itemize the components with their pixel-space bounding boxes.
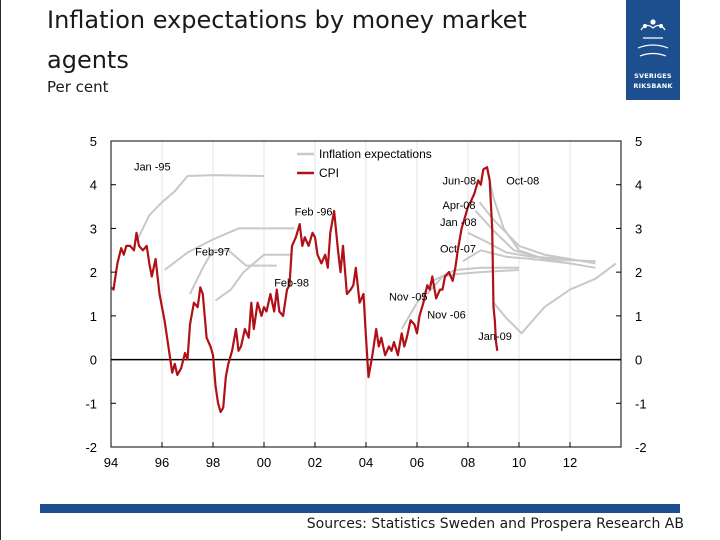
left-border-line <box>0 0 1 540</box>
expectation-line <box>214 253 292 302</box>
expectation-line <box>163 227 295 271</box>
page-title: Inflation expectations by money market a… <box>47 6 527 74</box>
y-tick-label-right: 5 <box>635 134 642 149</box>
expectation-line <box>492 262 617 335</box>
series-annotation: Nov -05 <box>389 292 428 304</box>
riksbank-logo: SVERIGES RIKSBANK <box>626 0 680 100</box>
y-tick-label-left: -1 <box>85 396 97 411</box>
y-tick-label-left: 5 <box>90 134 97 149</box>
series-annotation: Feb-97 <box>195 247 230 259</box>
expectation-line <box>467 231 571 260</box>
series-annotation: Apr-08 <box>443 200 476 212</box>
x-tick-label: 00 <box>257 455 271 470</box>
x-tick-label: 94 <box>104 455 118 470</box>
legend-label: CPI <box>319 166 339 180</box>
y-tick-label-right: 2 <box>635 265 642 280</box>
x-tick-label: 98 <box>206 455 220 470</box>
x-tick-label: 08 <box>461 455 475 470</box>
series-annotation: Oct -07 <box>440 243 476 255</box>
series-annotation: Jan -08 <box>440 217 477 229</box>
y-tick-label-right: 0 <box>635 353 642 368</box>
logo-text-line1: SVERIGES <box>634 72 672 80</box>
cpi-line <box>110 166 499 414</box>
y-tick-label-left: 2 <box>90 265 97 280</box>
expectation-line <box>486 169 596 269</box>
x-tick-label: 06 <box>410 455 424 470</box>
y-tick-label-left: 0 <box>90 353 97 368</box>
series-annotation: Jan-09 <box>478 331 512 343</box>
x-tick-label: 96 <box>155 455 169 470</box>
expectation-line <box>135 174 265 242</box>
page-subtitle: Per cent <box>47 78 109 96</box>
logo-text-line2: RIKSBANK <box>633 82 673 90</box>
series-annotation: Nov -06 <box>427 309 466 321</box>
y-tick-label-right: -1 <box>635 396 647 411</box>
series-annotation: Jan -95 <box>134 161 171 173</box>
y-tick-label-right: 3 <box>635 221 642 236</box>
x-tick-label: 10 <box>512 455 526 470</box>
series-annotation: Feb -96 <box>295 206 333 218</box>
legend-label: Inflation expectations <box>319 147 432 161</box>
bottom-bar <box>40 504 680 513</box>
series-annotation: Feb-98 <box>274 278 309 290</box>
y-tick-label-right: -2 <box>635 440 647 455</box>
x-tick-label: 02 <box>308 455 322 470</box>
x-tick-label: 04 <box>359 455 373 470</box>
sources-note: Sources: Statistics Sweden and Prospera … <box>306 516 684 532</box>
y-tick-label-left: 1 <box>90 309 97 324</box>
expectation-line <box>474 210 596 263</box>
crown-emblem-icon <box>637 19 669 57</box>
expectation-line <box>478 201 596 265</box>
series-annotation: Oct-08 <box>506 176 539 188</box>
y-tick-label-right: 1 <box>635 309 642 324</box>
expectation-line <box>462 249 571 265</box>
y-tick-label-left: 4 <box>90 178 97 193</box>
x-tick-label: 12 <box>563 455 577 470</box>
y-tick-label-left: -2 <box>85 440 97 455</box>
series-annotation: Jun-08 <box>443 176 477 188</box>
y-tick-label-right: 4 <box>635 178 642 193</box>
y-tick-label-left: 3 <box>90 221 97 236</box>
